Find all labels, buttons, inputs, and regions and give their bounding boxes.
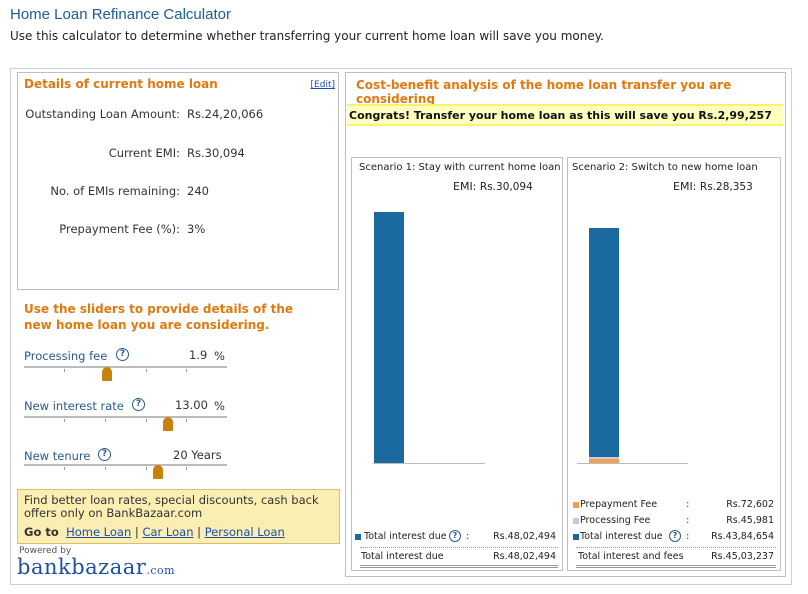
current-emi-label: Current EMI: xyxy=(108,146,180,160)
scenario-2-bar-segment xyxy=(589,227,619,457)
slider-ticks xyxy=(24,467,227,471)
double-rule xyxy=(576,565,776,568)
bankbazaar-logo[interactable]: bankbazaar.com xyxy=(17,555,175,579)
processing-fee-legend-label: Processing Fee xyxy=(580,515,651,526)
interest-rate-unit: % xyxy=(214,399,225,413)
outstanding-amount-label: Outstanding Loan Amount: xyxy=(25,107,180,121)
powered-by-text: Powered by xyxy=(19,546,72,556)
scenario-2-bar-segment xyxy=(589,456,619,460)
help-icon[interactable]: ? xyxy=(116,348,129,361)
goto-label: Go to xyxy=(24,525,59,539)
processing-fee-legend-value: Rs.45,981 xyxy=(726,515,774,526)
calculator-container xyxy=(10,68,792,585)
divider xyxy=(360,547,558,548)
home-loan-link[interactable]: Home Loan xyxy=(66,525,132,539)
tenure-label: New tenure xyxy=(24,449,91,463)
scenario-1-emi-label: EMI: xyxy=(453,180,477,193)
interest-due-legend-label: Total interest due xyxy=(580,531,663,542)
scenario-1-panel: Scenario 1: Stay with current home loan … xyxy=(351,157,563,571)
scenario-2-stacked-bar xyxy=(589,158,619,464)
sliders-heading: Use the sliders to provide details of th… xyxy=(24,302,294,332)
slider-ticks xyxy=(24,369,227,373)
prepayment-fee-value: 3% xyxy=(187,222,206,236)
scenario-2-baseline xyxy=(577,463,688,464)
current-loan-panel: Details of current home loan [Edit] Outs… xyxy=(17,72,339,290)
double-rule xyxy=(360,565,558,568)
scenario-1-legend-label: Total interest due xyxy=(364,531,447,542)
edit-link[interactable]: [Edit] xyxy=(310,80,335,90)
processing-fee-track[interactable] xyxy=(24,366,227,368)
scenario-1-title: Scenario 1: Stay with current home loan xyxy=(359,162,561,173)
scenario-2-title: Scenario 2: Switch to new home loan xyxy=(572,162,758,173)
congrats-banner: Congrats! Transfer your home loan as thi… xyxy=(347,104,783,126)
promo-box: Find better loan rates, special discount… xyxy=(17,489,340,544)
legend-swatch xyxy=(573,534,579,540)
interest-due-legend-value: Rs.43,84,654 xyxy=(711,531,774,542)
slider-ticks xyxy=(24,419,227,423)
analysis-panel xyxy=(345,72,786,577)
processing-fee-slider-group: Processing fee ? 1.9 % xyxy=(24,347,234,387)
tenure-slider-group: New tenure ? 20 Years xyxy=(24,447,234,487)
outstanding-amount-value: Rs.24,20,066 xyxy=(187,107,264,121)
processing-fee-label: Processing fee xyxy=(24,349,108,363)
help-icon[interactable]: ? xyxy=(449,530,461,542)
page-subtitle: Use this calculator to determine whether… xyxy=(10,29,604,43)
prepayment-fee-legend-label: Prepayment Fee xyxy=(580,499,658,510)
processing-fee-thumb[interactable] xyxy=(102,367,113,381)
legend-swatch xyxy=(573,502,579,508)
scenario-1-total-label: Total interest due xyxy=(361,551,444,562)
help-icon[interactable]: ? xyxy=(132,398,145,411)
prepayment-fee-label: Prepayment Fee (%): xyxy=(59,222,180,236)
tenure-value: 20 Years xyxy=(173,448,222,462)
scenario-1-interest-bar xyxy=(374,212,404,463)
legend-swatch xyxy=(573,518,579,524)
scenario-1-baseline xyxy=(373,463,485,464)
interest-rate-track[interactable] xyxy=(24,416,227,418)
scenario-2-total-value: Rs.45,03,237 xyxy=(711,551,774,562)
processing-fee-value: 1.9 xyxy=(189,348,208,362)
interest-rate-thumb[interactable] xyxy=(163,417,174,431)
legend-swatch xyxy=(355,534,361,540)
tenure-thumb[interactable] xyxy=(152,465,163,479)
scenario-1-total-value: Rs.48,02,494 xyxy=(493,551,556,562)
current-emi-value: Rs.30,094 xyxy=(187,146,245,160)
personal-loan-link[interactable]: Personal Loan xyxy=(204,525,285,539)
scenario-2-bar-segment xyxy=(589,459,619,463)
interest-rate-slider-group: New interest rate ? 13.00 % xyxy=(24,397,234,437)
processing-fee-unit: % xyxy=(214,349,225,363)
scenario-1-legend-value: Rs.48,02,494 xyxy=(493,531,556,542)
interest-rate-value: 13.00 xyxy=(175,398,208,412)
interest-rate-label: New interest rate xyxy=(24,399,124,413)
analysis-heading: Cost-benefit analysis of the home loan t… xyxy=(356,78,732,106)
emis-remaining-value: 240 xyxy=(187,184,209,198)
scenario-2-total-label: Total interest and fees xyxy=(578,551,684,562)
tenure-track[interactable] xyxy=(24,464,227,466)
scenario-1-emi-value: Rs.30,094 xyxy=(479,181,533,193)
congrats-text: Congrats! Transfer your home loan as thi… xyxy=(349,109,772,122)
prepayment-fee-legend-value: Rs.72,602 xyxy=(726,499,774,510)
scenario-2-emi-value: Rs.28,353 xyxy=(699,181,753,193)
scenario-2-panel: Scenario 2: Switch to new home loan EMI:… xyxy=(567,157,781,571)
current-loan-heading: Details of current home loan xyxy=(24,77,218,91)
help-icon[interactable]: ? xyxy=(669,530,681,542)
logo-suffix: .com xyxy=(146,564,176,577)
help-icon[interactable]: ? xyxy=(98,448,111,461)
page-title: Home Loan Refinance Calculator xyxy=(10,6,231,23)
promo-text: Find better loan rates, special discount… xyxy=(24,493,319,520)
scenario-2-emi-label: EMI: xyxy=(673,180,697,193)
divider xyxy=(576,547,776,548)
car-loan-link[interactable]: Car Loan xyxy=(142,525,194,539)
emis-remaining-label: No. of EMIs remaining: xyxy=(50,184,180,198)
logo-text: bankbazaar xyxy=(17,555,147,579)
